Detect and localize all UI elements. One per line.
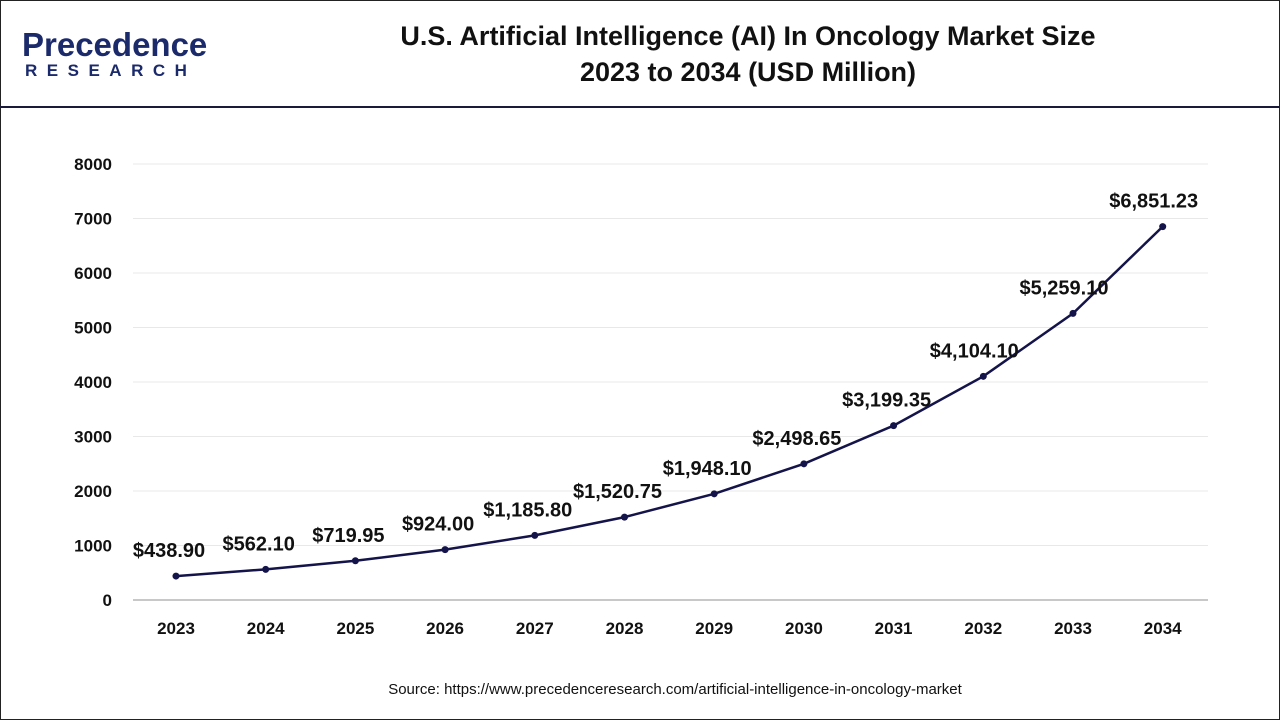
data-point: [621, 513, 628, 521]
x-tick-label: 2033: [1054, 619, 1092, 638]
x-tick-label: 2027: [516, 619, 554, 638]
x-tick-label: 2028: [606, 619, 644, 638]
data-label: $562.10: [223, 533, 295, 555]
header: Precedence RESEARCH U.S. Artificial Inte…: [0, 0, 1280, 108]
y-tick-label: 3000: [74, 428, 112, 447]
x-tick-label: 2026: [426, 619, 464, 638]
y-tick-label: 2000: [74, 482, 112, 501]
y-tick-label: 6000: [74, 264, 112, 283]
x-tick-label: 2025: [336, 619, 374, 638]
data-point: [1069, 309, 1077, 317]
data-point: [800, 460, 808, 468]
data-label: $438.90: [133, 540, 205, 562]
data-point: [890, 422, 898, 430]
x-tick-label: 2031: [875, 619, 913, 638]
data-label: $4,104.10: [930, 340, 1019, 362]
x-tick-label: 2034: [1144, 619, 1182, 638]
data-point: [979, 372, 987, 380]
logo-line2: RESEARCH: [25, 61, 197, 80]
y-tick-label: 1000: [74, 537, 112, 556]
title-line2: 2023 to 2034 (USD Million): [579, 57, 917, 87]
data-label: $3,199.35: [842, 390, 931, 412]
x-tick-label: 2023: [157, 619, 195, 638]
y-tick-label: 4000: [74, 373, 112, 392]
data-label: $924.00: [402, 514, 474, 536]
y-tick-label: 8000: [74, 155, 112, 174]
data-label: $5,259.10: [1020, 277, 1109, 299]
x-tick-label: 2032: [964, 619, 1002, 638]
title-line1: U.S. Artificial Intelligence (AI) In Onc…: [400, 21, 1096, 51]
x-tick-label: 2024: [247, 619, 285, 638]
x-tick-label: 2030: [785, 619, 823, 638]
data-label: $1,948.10: [663, 458, 752, 480]
logo-line1: Precedence: [22, 26, 208, 63]
data-point: [531, 531, 539, 539]
data-label: $1,185.80: [483, 499, 572, 521]
x-tick-label: 2029: [695, 619, 733, 638]
chart-title: U.S. Artificial Intelligence (AI) In Onc…: [300, 18, 1196, 90]
data-label: $1,520.75: [573, 481, 662, 503]
data-point: [262, 565, 270, 573]
data-label: $2,498.65: [752, 428, 841, 450]
y-tick-label: 0: [103, 591, 112, 610]
data-point: [351, 557, 359, 565]
precedence-research-logo: Precedence RESEARCH: [22, 28, 207, 80]
data-point: [441, 546, 449, 554]
data-label: $719.95: [312, 525, 384, 547]
source-note: Source: https://www.precedenceresearch.c…: [388, 681, 962, 698]
series-line: [175, 225, 1164, 578]
y-tick-label: 5000: [74, 319, 112, 338]
data-point: [172, 572, 180, 580]
data-point: [1159, 223, 1167, 231]
data-label: $6,851.23: [1109, 191, 1198, 213]
y-tick-label: 7000: [74, 210, 112, 229]
data-point: [710, 490, 718, 498]
